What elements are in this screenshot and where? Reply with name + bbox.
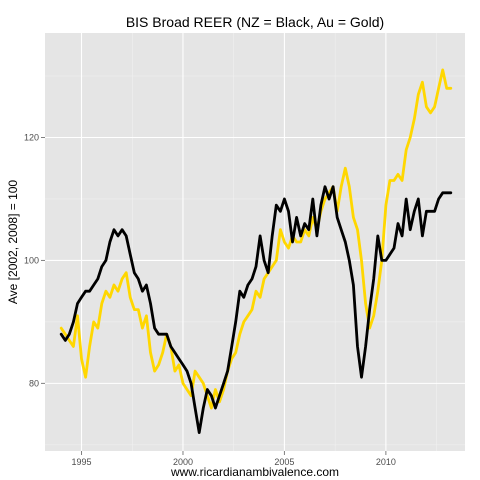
series-line-au [59, 68, 453, 410]
x-tick-label: 2010 [376, 457, 396, 467]
y-tick-label: 120 [24, 133, 39, 143]
series-layer [59, 68, 453, 435]
y-axis: 80 100 120 [24, 133, 45, 388]
y-tick-label: 80 [29, 378, 39, 388]
x-tick-label: 1995 [72, 457, 92, 467]
chart-title: BIS Broad REER (NZ = Black, Au = Gold) [126, 14, 384, 30]
x-axis-label: www.ricardianambivalence.com [170, 465, 339, 479]
plot-panel [45, 33, 465, 451]
x-tick-label: 2000 [173, 457, 193, 467]
y-axis-label: Ave [2002, 2008] = 100 [6, 180, 20, 305]
series-line-nz [59, 185, 453, 435]
x-axis: 1995 2000 2005 2010 [72, 451, 396, 467]
y-tick-label: 100 [24, 255, 39, 265]
x-tick-label: 2005 [274, 457, 294, 467]
